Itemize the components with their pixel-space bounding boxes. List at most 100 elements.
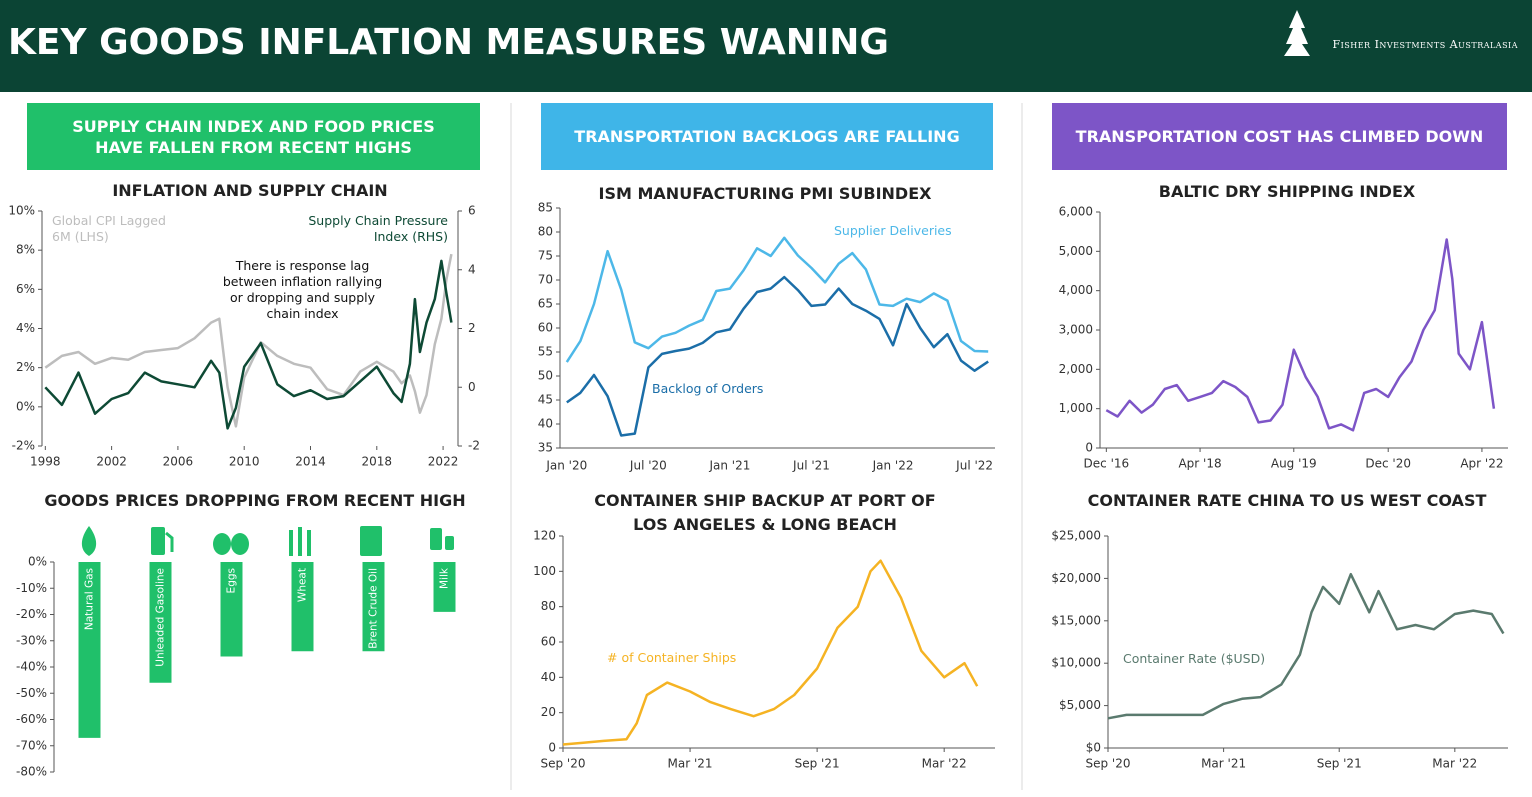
- bar-label: Milk: [439, 567, 451, 589]
- y-tick-label: -20%: [16, 607, 47, 621]
- y-tick-label: 45: [538, 393, 553, 407]
- bar-label: Wheat: [297, 568, 309, 602]
- line-series: [562, 559, 979, 746]
- icon-glass: [445, 536, 454, 550]
- y-tick-label: 10%: [8, 204, 35, 218]
- x-tick-label: 2014: [295, 455, 326, 469]
- line-series: [44, 259, 453, 430]
- y-tick-label: -10%: [16, 581, 47, 595]
- chart-title: GOODS PRICES DROPPING FROM RECENT HIGH: [44, 491, 466, 510]
- icon-barrel: [360, 526, 382, 556]
- x-tick-label: Mar '21: [1201, 757, 1246, 771]
- chart-title: CONTAINER SHIP BACKUP AT PORT OF LOS ANG…: [594, 491, 936, 534]
- y-tick-label: $15,000: [1051, 613, 1101, 627]
- y-tick-label: $20,000: [1051, 571, 1101, 585]
- y-tick-label: $5,000: [1059, 698, 1101, 712]
- y-tick-label: 4,000: [1059, 283, 1093, 297]
- chart-title: INFLATION AND SUPPLY CHAIN: [112, 181, 388, 200]
- y-tick-label: 3,000: [1059, 323, 1093, 337]
- y-tick-label: -70%: [16, 738, 47, 752]
- banner: TRANSPORTATION COST HAS CLIMBED DOWN: [1052, 103, 1507, 170]
- y2-tick-label: 0: [468, 380, 476, 394]
- y-tick-label: $0: [1086, 741, 1101, 755]
- bar-label: Natural Gas: [84, 568, 96, 630]
- bar-label: Eggs: [226, 568, 238, 593]
- x-tick-label: Mar '22: [922, 757, 967, 771]
- y2-tick-label: 2: [468, 321, 476, 335]
- line-series: [44, 253, 453, 428]
- y-tick-label: 75: [538, 249, 553, 263]
- icons: [81, 526, 454, 556]
- x-tick-label: Sep '21: [1317, 757, 1362, 771]
- bar: [362, 562, 385, 652]
- line-series: [566, 275, 989, 437]
- banner: TRANSPORTATION BACKLOGS ARE FALLING: [541, 103, 993, 170]
- y-tick-label: 60: [538, 321, 553, 335]
- y-tick-label: 20: [541, 705, 556, 719]
- y-tick-label: 2%: [16, 360, 35, 374]
- y-tick-label: 50: [538, 369, 553, 383]
- y-tick-label: $10,000: [1051, 656, 1101, 670]
- y-tick-label: -40%: [16, 660, 47, 674]
- x-tick-label: Jul '22: [955, 459, 993, 473]
- y-tick-label: 85: [538, 201, 553, 215]
- y-tick-label: 8%: [16, 243, 35, 257]
- icon-wheat: [298, 527, 302, 556]
- x-tick-label: Sep '21: [795, 757, 840, 771]
- y-tick-label: 35: [538, 441, 553, 455]
- y-tick-label: -50%: [16, 686, 47, 700]
- x-tick-label: Sep '20: [541, 757, 586, 771]
- series-label: # of Container Ships: [607, 650, 737, 665]
- y2-tick-label: 6: [468, 204, 476, 218]
- y-tick-label: 1,000: [1059, 401, 1093, 415]
- annotation: There is response lag between inflation …: [222, 258, 383, 321]
- y-tick-label: -2%: [12, 439, 35, 453]
- y-tick-label: 70: [538, 273, 553, 287]
- bar: [291, 562, 314, 652]
- series-label: Supply Chain Pressure Index (RHS): [308, 213, 448, 244]
- series-label: Container Rate ($USD): [1123, 651, 1266, 666]
- x-tick-label: Sep '20: [1086, 757, 1131, 771]
- icon-wheat: [307, 530, 311, 556]
- bar: [220, 562, 243, 657]
- bar-label: Unleaded Gasoline: [155, 568, 167, 667]
- y-tick-label: 65: [538, 297, 553, 311]
- x-tick-label: 2002: [96, 455, 127, 469]
- y-tick-label: 40: [541, 670, 556, 684]
- x-tick-label: Aug '19: [1271, 457, 1317, 471]
- bar: [78, 562, 101, 738]
- icon-wheat: [289, 530, 293, 556]
- x-tick-label: Jan '22: [872, 459, 914, 473]
- y2-tick-label: -2: [468, 439, 480, 453]
- x-tick-label: Apr '18: [1178, 457, 1221, 471]
- y-tick-label: 4%: [16, 321, 35, 335]
- y-tick-label: 0%: [28, 555, 47, 569]
- y-tick-label: 0%: [16, 399, 35, 413]
- y-tick-label: 5,000: [1059, 244, 1093, 258]
- icon-flame: [81, 526, 97, 556]
- series-label: Supplier Deliveries: [834, 223, 952, 238]
- y-tick-label: 80: [538, 225, 553, 239]
- y-tick-label: 60: [541, 635, 556, 649]
- icon-egg: [213, 533, 231, 555]
- x-tick-label: 2006: [163, 455, 194, 469]
- y-tick-label: 80: [541, 599, 556, 613]
- y-tick-label: 6,000: [1059, 205, 1093, 219]
- icon-pump: [151, 527, 165, 555]
- logo-tree: [1284, 10, 1310, 56]
- x-tick-label: Mar '21: [668, 757, 713, 771]
- banner: SUPPLY CHAIN INDEX AND FOOD PRICES HAVE …: [27, 103, 480, 170]
- icon-egg: [231, 533, 249, 555]
- y-tick-label: 55: [538, 345, 553, 359]
- x-tick-label: Apr '22: [1460, 457, 1503, 471]
- bar: [149, 562, 172, 683]
- x-tick-label: Mar '22: [1432, 757, 1477, 771]
- y-tick-label: $25,000: [1051, 529, 1101, 543]
- series-label: Backlog of Orders: [652, 381, 764, 396]
- bar: [433, 562, 456, 612]
- chart-title: ISM MANUFACTURING PMI SUBINDEX: [598, 184, 932, 203]
- line-series: [1105, 238, 1496, 432]
- icon-pump-hose: [165, 531, 174, 552]
